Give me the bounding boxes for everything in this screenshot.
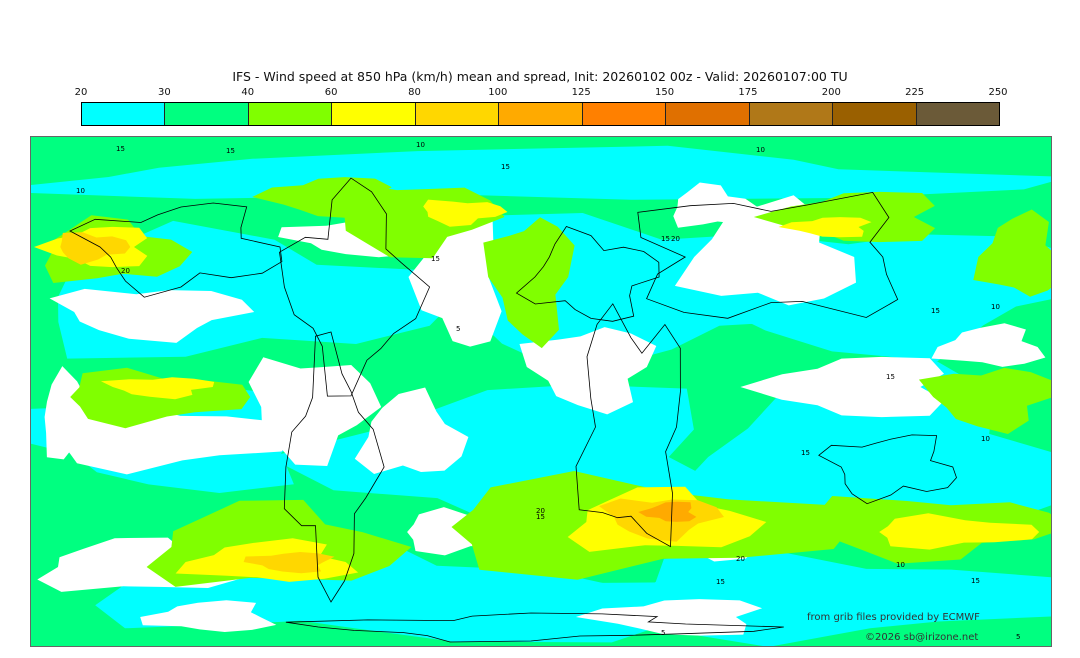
colorbar-tick-label: 100	[488, 87, 508, 98]
colorbar-segment	[499, 103, 583, 125]
colorbar-tick-label: 125	[571, 87, 591, 98]
contour-label: 15	[716, 578, 725, 586]
wind-speed-area	[252, 177, 392, 218]
wind-speed-area	[931, 323, 1046, 367]
wind-speed-area	[31, 145, 1051, 200]
colorbar-tick-label: 30	[157, 87, 171, 98]
contour-label: 15	[661, 235, 670, 243]
contour-label: 15	[886, 373, 895, 381]
contour-label: 10	[76, 187, 85, 195]
contour-line	[818, 434, 957, 505]
colorbar-tick-label: 150	[654, 87, 675, 98]
wind-speed-area	[778, 217, 872, 238]
contour-label: 20	[736, 555, 745, 563]
colorbar-segment	[916, 103, 999, 125]
data-source-credit: from grib files provided by ECMWF	[807, 612, 980, 623]
wind-speed-area	[49, 288, 255, 343]
contour-label: 10	[981, 435, 990, 443]
wind-speed-map[interactable]: 15 15 10 15 10 20 15 15 20 10 15 10 5 15 15 10 20 15 20 15 1…	[30, 136, 1052, 647]
contour-label: 5	[1016, 633, 1020, 641]
wind-speed-area	[918, 367, 1051, 434]
colorbar-segment	[82, 103, 166, 125]
contour-line	[575, 303, 681, 548]
colorbar-tick-label: 250	[988, 87, 1008, 98]
contour-line	[637, 191, 899, 319]
wind-speed-area	[673, 182, 758, 228]
colorbar-tick-label: 60	[324, 87, 338, 98]
colorbar-segment	[248, 103, 333, 125]
contour-label: 10	[416, 141, 425, 149]
wind-speed-area	[354, 387, 469, 474]
contour-label: 20	[536, 507, 545, 515]
contour-line	[285, 612, 784, 643]
wind-speed-area	[753, 191, 936, 243]
contour-label: 20	[671, 235, 680, 243]
colorbar-tick-label: 225	[905, 87, 925, 98]
wind-speed-area	[408, 204, 502, 347]
wind-speed-area	[60, 232, 131, 265]
colorbar-segment	[582, 103, 667, 125]
wind-speed-area	[140, 600, 277, 632]
colorbar-tick-label: 200	[821, 87, 841, 98]
contour-line	[279, 177, 431, 397]
chart-title: IFS - Wind speed at 850 hPa (km/h) mean …	[232, 69, 848, 84]
wind-speed-area	[575, 599, 763, 636]
colorbar	[81, 102, 1000, 126]
colorbar-segment	[415, 103, 500, 125]
wind-speed-area	[44, 366, 105, 460]
wind-speed-area	[740, 356, 945, 418]
colorbar-segment	[666, 103, 750, 125]
contour-label: 15	[431, 255, 440, 263]
wind-speed-area	[973, 209, 1051, 297]
wind-speed-area	[423, 199, 508, 227]
wind-speed-area	[638, 501, 697, 522]
colorbar-segment	[749, 103, 834, 125]
wind-speed-area	[243, 552, 335, 574]
contour-line	[69, 202, 283, 298]
wind-speed-area	[599, 498, 724, 542]
contour-label: 15	[116, 145, 125, 153]
contour-label: 15	[801, 449, 810, 457]
contour-line	[283, 331, 385, 603]
contour-label: 10	[896, 561, 905, 569]
colorbar-segment	[833, 103, 917, 125]
colorbar-tick-label: 175	[738, 87, 758, 98]
contour-line	[515, 226, 660, 322]
colorbar-tick-label: 40	[241, 87, 255, 98]
contour-label: 10	[991, 303, 1000, 311]
contour-label: 15	[971, 577, 980, 585]
wind-speed-area	[219, 577, 882, 643]
copyright-credit: ©2026 sb@irizone.net	[865, 632, 979, 643]
contour-label: 5	[661, 629, 665, 637]
wind-speed-area	[248, 357, 382, 466]
contour-label: 5	[456, 325, 460, 333]
contour-label: 15	[226, 147, 235, 155]
colorbar-tick-label: 80	[408, 87, 421, 98]
wind-speed-area	[100, 377, 215, 400]
colorbar-segment	[332, 103, 416, 125]
contour-label: 15	[931, 307, 940, 315]
contour-label: 10	[756, 146, 765, 154]
colorbar-tick-label: 20	[74, 87, 88, 98]
contour-label: 20	[121, 267, 130, 275]
contour-label: 15	[536, 513, 545, 521]
contour-label: 15	[501, 163, 510, 171]
colorbar-segment	[165, 103, 249, 125]
wind-speed-area	[879, 513, 1040, 550]
